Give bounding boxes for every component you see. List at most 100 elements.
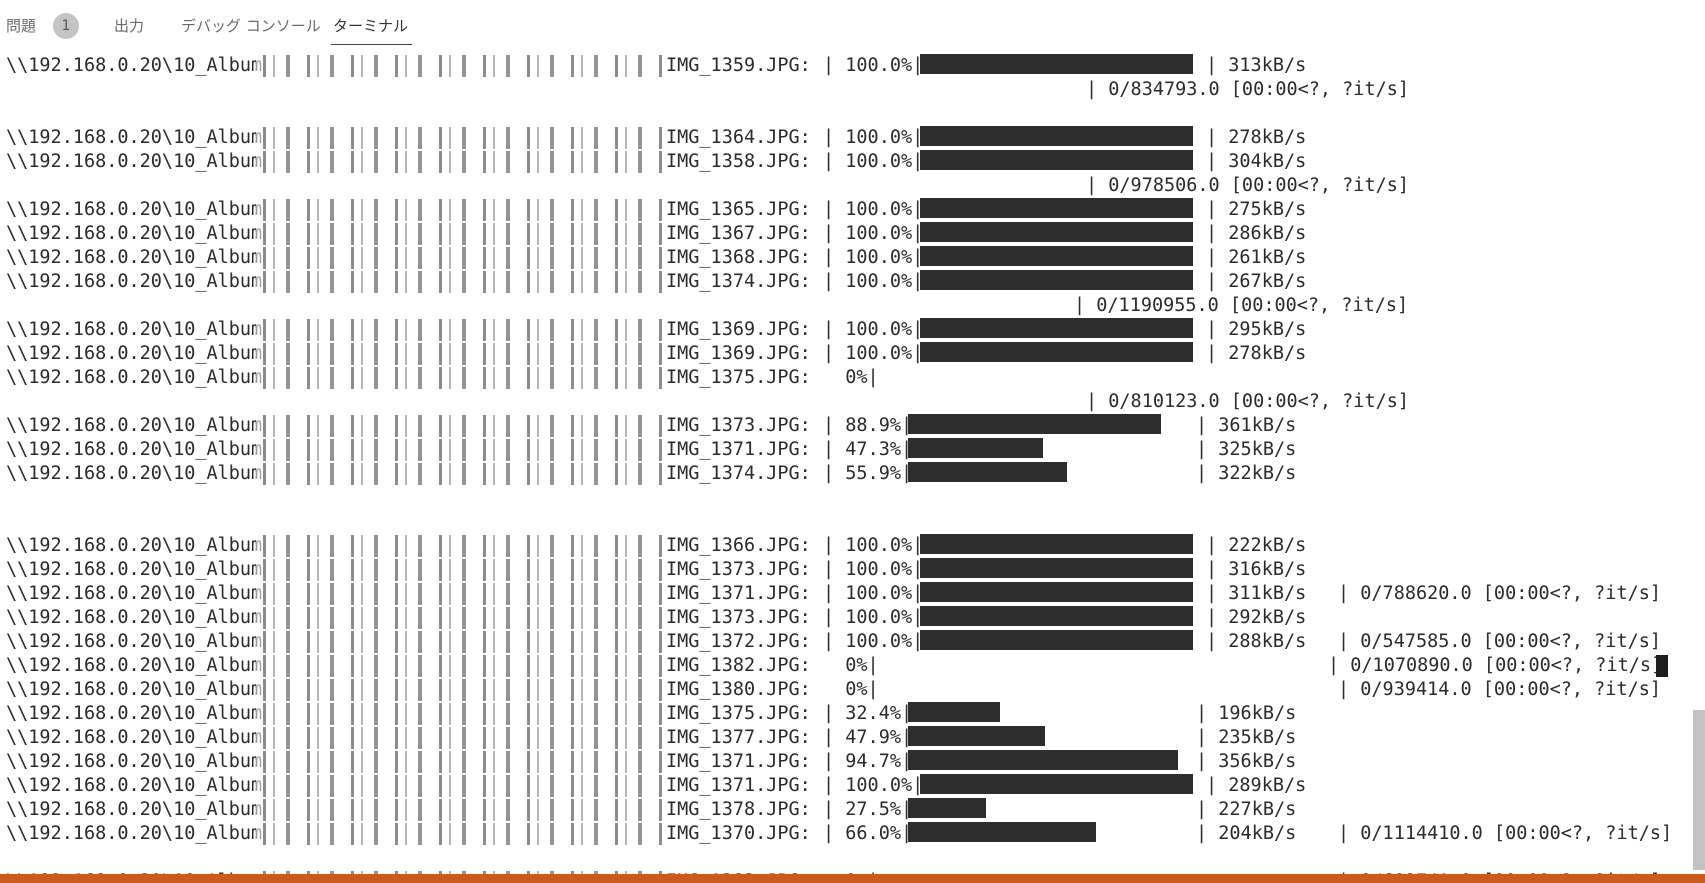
file-name: IMG_1377.JPG: [666,727,811,748]
file-name: IMG_1371.JPG: [666,751,811,772]
transfer-speed: | 204kB/s [1196,823,1297,844]
redacted-path-segment [256,439,666,461]
progress-bar-fill [908,798,986,818]
panel-tab-bar: 問題 1 出力 デバッグ コンソール ターミナル [0,0,1705,48]
unc-path-prefix: \\192.168.0.20\10_Album [6,823,263,844]
unc-path-prefix: \\192.168.0.20\10_Album [6,703,263,724]
unc-path-prefix: \\192.168.0.20\10_Album [6,870,262,874]
tab-debug-console[interactable]: デバッグ コンソール [181,17,321,35]
redacted-path-segment [256,607,666,629]
progress-percent: 0%| [823,679,879,700]
transfer-speed: | 227kB/s [1196,799,1297,820]
unc-path-prefix: \\192.168.0.20\10_Album [6,463,263,484]
file-name: IMG_1373.JPG: [666,415,811,436]
progress-bar-fill [908,438,1043,458]
terminal-output[interactable]: \\192.168.0.20\10_Album IMG_1359.JPG: | 10… [0,54,1705,874]
tab-output[interactable]: 出力 [114,17,145,35]
progress-percent: | 100.0%| [823,247,924,268]
progress-bar-fill [908,726,1045,746]
progress-percent: | 100.0%| [823,343,924,364]
progress-percent: | 100.0%| [823,55,924,76]
progress-percent: | 47.3%| [823,439,913,460]
progress-bar-fill [908,414,1161,434]
transfer-speed: | 278kB/s [1206,127,1307,148]
file-name: IMG_1378.JPG: [666,799,811,820]
redacted-path-segment [256,823,666,845]
transfer-speed: | 196kB/s [1196,703,1297,724]
progress-percent: 0%| [823,870,878,874]
progress-percent: | 100.0%| [823,223,924,244]
file-name: IMG_1367.JPG: [666,223,811,244]
file-name: IMG_1359.JPG: [666,55,811,76]
redacted-path-segment [256,151,666,173]
unc-path-prefix: \\192.168.0.20\10_Album [6,559,263,580]
redacted-path-segment [256,583,666,605]
progress-bar-fill [920,198,1193,218]
file-name: IMG_1370.JPG: [666,823,811,844]
file-name: IMG_1369.JPG: [666,343,811,364]
unc-path-prefix: \\192.168.0.20\10_Album [6,271,263,292]
terminal-scrollbar[interactable] [1693,710,1705,870]
file-name: IMG_1358.JPG: [666,151,811,172]
unc-path-prefix: \\192.168.0.20\10_Album [6,223,263,244]
unc-path-prefix: \\192.168.0.20\10_Album [6,535,263,556]
unc-path-prefix: \\192.168.0.20\10_Album [6,607,263,628]
progress-bar-fill [920,222,1193,242]
progress-percent: | 100.0%| [823,583,924,604]
progress-bar-fill [908,462,1067,482]
transfer-speed: | 289kB/s [1206,775,1307,796]
transfer-speed: | 295kB/s [1206,319,1307,340]
unc-path-prefix: \\192.168.0.20\10_Album [6,775,263,796]
progress-percent: | 55.9%| [823,463,913,484]
file-name: IMG_1375.JPG: [666,367,811,388]
redacted-path-segment [256,55,666,77]
terminal-cursor [1656,655,1668,677]
progress-percent: | 88.9%| [823,415,913,436]
transfer-speed: | 286kB/s [1206,223,1307,244]
redacted-path-segment [256,319,666,341]
unc-path-prefix: \\192.168.0.20\10_Album [6,727,263,748]
transfer-speed: | 222kB/s [1206,535,1307,556]
transfer-speed: | 267kB/s [1206,271,1307,292]
file-name: IMG_1371.JPG: [666,583,811,604]
progress-bar-fill [908,822,1096,842]
progress-meta-text: | 0/1190955.0 [00:00<?, ?it/s] [1074,295,1409,316]
progress-percent: | 100.0%| [823,631,924,652]
progress-meta-text: | 0/1114410.0 [00:00<?, ?it/s] [1338,823,1673,844]
progress-bar-fill [920,606,1193,626]
progress-meta-text: | 0/939414.0 [00:00<?, ?it/s] [1338,679,1662,700]
unc-path-prefix: \\192.168.0.20\10_Album [6,367,263,388]
tab-problems[interactable]: 問題 [6,17,37,35]
redacted-path-segment [256,679,666,701]
redacted-path-segment [256,655,666,677]
redacted-path-segment [256,367,666,389]
redacted-path-segment [256,271,666,293]
file-name: IMG_1375.JPG: [666,703,811,724]
progress-bar-fill [920,774,1193,794]
transfer-speed: | 278kB/s [1206,343,1307,364]
progress-percent: | 32.4%| [823,703,913,724]
tab-terminal[interactable]: ターミナル [330,17,413,45]
transfer-speed: | 325kB/s [1196,439,1297,460]
progress-bar-fill [908,750,1178,770]
progress-percent: | 100.0%| [823,199,924,220]
progress-bar-fill [920,126,1193,146]
transfer-speed: | 304kB/s [1206,151,1307,172]
transfer-speed: | 261kB/s [1206,247,1307,268]
status-bar [0,874,1705,883]
progress-bar-fill [920,150,1193,170]
redacted-path-segment [256,631,666,653]
progress-bar-fill [920,342,1193,362]
unc-path-prefix: \\192.168.0.20\10_Album [6,751,263,772]
file-name: IMG_1364.JPG: [666,127,811,148]
progress-percent: 0%| [823,655,879,676]
file-name: IMG_1366.JPG: [666,535,811,556]
progress-bar-fill [920,558,1193,578]
progress-meta-text: | 0/689741.0 [00:00<?, ?it/s] [1338,870,1661,874]
progress-percent: | 100.0%| [823,535,924,556]
file-name: IMG_1382.JPG: [666,655,811,676]
transfer-speed: | 235kB/s [1196,727,1297,748]
file-name: IMG_1372.JPG: [666,631,811,652]
file-name: IMG_1369.JPG: [666,319,811,340]
file-name: IMG_1380.JPG: [666,679,811,700]
